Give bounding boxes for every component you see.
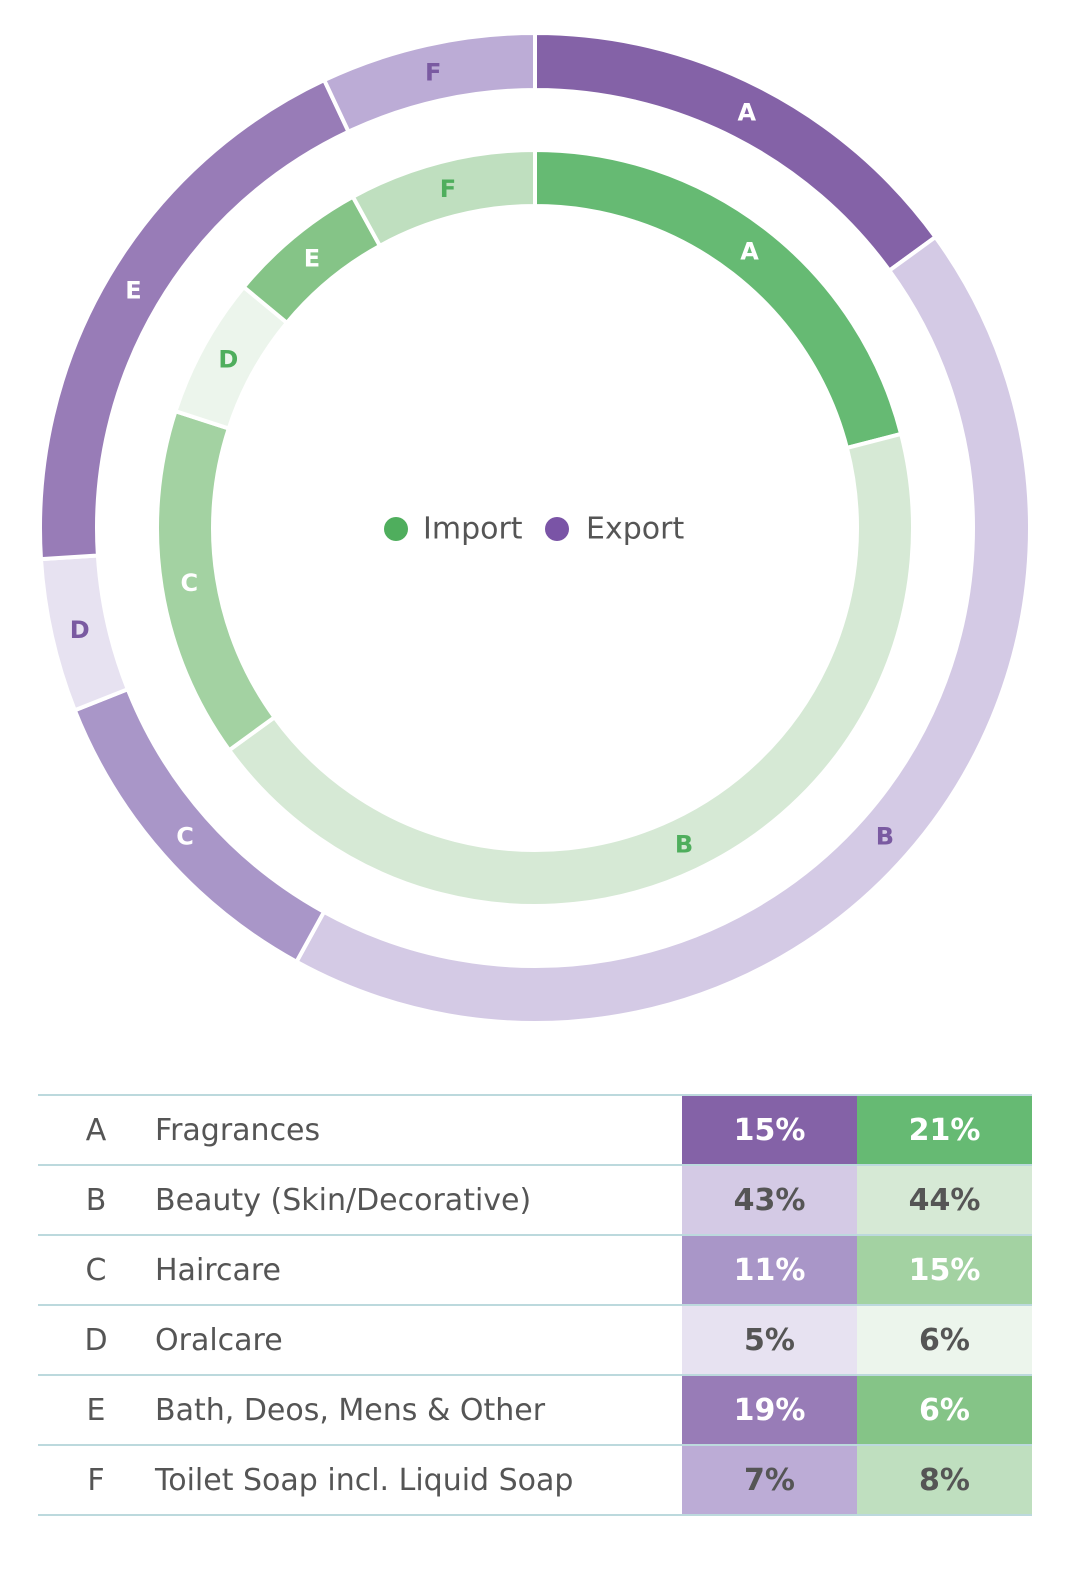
category-name: Fragrances [154, 1094, 682, 1165]
import-share: 8% [857, 1444, 1032, 1516]
export-ring: A B C D E F [38, 30, 1032, 1025]
legend-export-dot [545, 517, 569, 541]
export-segment-label-a: A [737, 98, 756, 126]
import-segment-label-e: E [304, 244, 320, 272]
table-row: D Oralcare 5% 6% [38, 1304, 1032, 1375]
table-row: B Beauty (Skin/Decorative) 43% 44% [38, 1164, 1032, 1235]
export-segment-label-c: C [176, 823, 194, 851]
category-letter: D [38, 1304, 154, 1375]
table-row: F Toilet Soap incl. Liquid Soap 7% 8% [38, 1444, 1032, 1516]
category-name: Toilet Soap incl. Liquid Soap [154, 1444, 682, 1516]
export-share: 5% [682, 1304, 857, 1375]
export-segment-label-e: E [125, 277, 141, 305]
category-name: Haircare [154, 1234, 682, 1305]
table-row: A Fragrances 15% 21% [38, 1094, 1032, 1165]
category-name: Bath, Deos, Mens & Other [154, 1374, 682, 1445]
donut-chart: A B C D E F A B C D E F Import Export [38, 30, 1032, 1025]
export-segment-label-f: F [425, 59, 441, 87]
import-segment-c [155, 408, 278, 753]
import-ring: A B C D E F [155, 147, 915, 908]
legend-export-label: Export [586, 512, 684, 547]
table-row: C Haircare 11% 15% [38, 1234, 1032, 1305]
import-segment-label-c: C [180, 569, 198, 597]
category-letter: F [38, 1444, 154, 1516]
import-share: 21% [857, 1094, 1032, 1165]
legend-import-dot [384, 517, 408, 541]
import-share: 6% [857, 1304, 1032, 1375]
category-letter: B [38, 1164, 154, 1235]
export-segment-label-d: D [70, 616, 90, 644]
import-share: 44% [857, 1164, 1032, 1235]
legend-import-label: Import [423, 512, 523, 547]
export-share: 11% [682, 1234, 857, 1305]
category-letter: A [38, 1094, 154, 1165]
category-table: A Fragrances 15% 21% B Beauty (Skin/Decorativ… [38, 1094, 1032, 1516]
export-segment-b [293, 234, 1032, 1025]
chart-legend: Import Export [384, 512, 684, 547]
category-letter: E [38, 1374, 154, 1445]
export-share: 19% [682, 1374, 857, 1445]
category-name: Oralcare [154, 1304, 682, 1375]
export-share: 43% [682, 1164, 857, 1235]
export-segment-f [321, 30, 537, 135]
import-segment-label-d: D [218, 345, 238, 373]
import-segment-label-f: F [440, 175, 456, 203]
import-share: 6% [857, 1374, 1032, 1445]
import-segment-f [350, 147, 537, 249]
category-letter: C [38, 1234, 154, 1305]
import-share: 15% [857, 1234, 1032, 1305]
category-name: Beauty (Skin/Decorative) [154, 1164, 682, 1235]
export-share: 15% [682, 1094, 857, 1165]
import-segment-label-b: B [675, 831, 693, 859]
import-segment-label-a: A [740, 237, 759, 265]
export-segment-label-b: B [876, 823, 894, 851]
export-share: 7% [682, 1444, 857, 1516]
table-row: E Bath, Deos, Mens & Other 19% 6% [38, 1374, 1032, 1445]
import-segment-b [226, 431, 915, 908]
